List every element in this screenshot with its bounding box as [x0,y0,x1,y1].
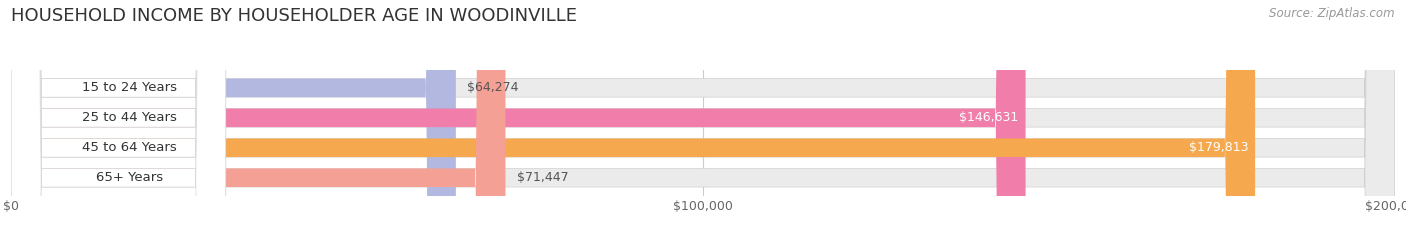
FancyBboxPatch shape [11,0,1395,233]
Text: 45 to 64 Years: 45 to 64 Years [82,141,177,154]
Text: 65+ Years: 65+ Years [96,171,163,184]
FancyBboxPatch shape [11,0,506,233]
Text: $146,631: $146,631 [959,111,1019,124]
Text: 25 to 44 Years: 25 to 44 Years [82,111,177,124]
Text: $64,274: $64,274 [467,81,519,94]
Text: 15 to 24 Years: 15 to 24 Years [82,81,177,94]
FancyBboxPatch shape [11,0,1395,233]
FancyBboxPatch shape [11,0,226,233]
FancyBboxPatch shape [11,0,1395,233]
FancyBboxPatch shape [11,0,1395,233]
FancyBboxPatch shape [11,0,456,233]
FancyBboxPatch shape [11,0,226,233]
FancyBboxPatch shape [11,0,226,233]
Text: HOUSEHOLD INCOME BY HOUSEHOLDER AGE IN WOODINVILLE: HOUSEHOLD INCOME BY HOUSEHOLDER AGE IN W… [11,7,578,25]
FancyBboxPatch shape [11,0,226,233]
Text: Source: ZipAtlas.com: Source: ZipAtlas.com [1270,7,1395,20]
Text: $179,813: $179,813 [1188,141,1249,154]
FancyBboxPatch shape [11,0,1256,233]
Text: $71,447: $71,447 [516,171,568,184]
FancyBboxPatch shape [11,0,1025,233]
